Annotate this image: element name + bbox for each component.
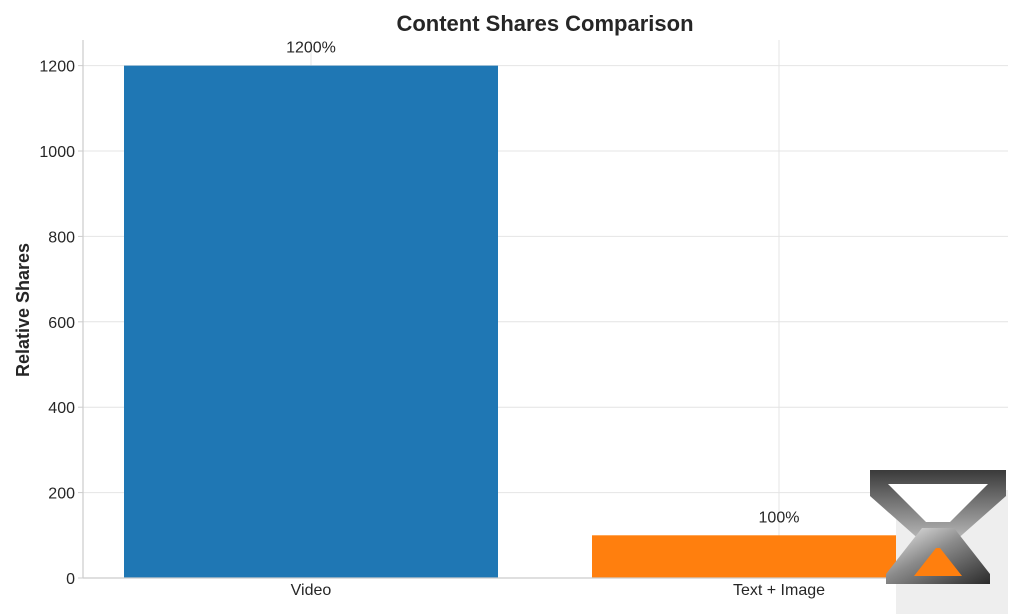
y-tick-label: 600 [48,315,75,332]
bar-data-label: 1200% [286,40,336,57]
chart-title: Content Shares Comparison [396,11,693,36]
y-tick-label: 1200 [39,59,75,76]
y-tick-label: 200 [48,486,75,503]
bar-data-label: 100% [759,509,800,526]
y-tick-label: 800 [48,229,75,246]
labels: 0 200 400 600 800 1000 1200 1200% Video 100% Text … [39,40,825,599]
y-tick-label: 0 [66,571,75,588]
x-tick-label: Text + Image [733,582,825,599]
x-tick-label: Video [291,582,332,599]
y-axis-label: Relative Shares [13,243,33,377]
y-tick-label: 400 [48,400,75,417]
axes [78,40,1008,579]
y-tick-label: 1000 [39,144,75,161]
bar-0 [124,65,498,579]
hourglass-logo-icon [870,470,1008,614]
